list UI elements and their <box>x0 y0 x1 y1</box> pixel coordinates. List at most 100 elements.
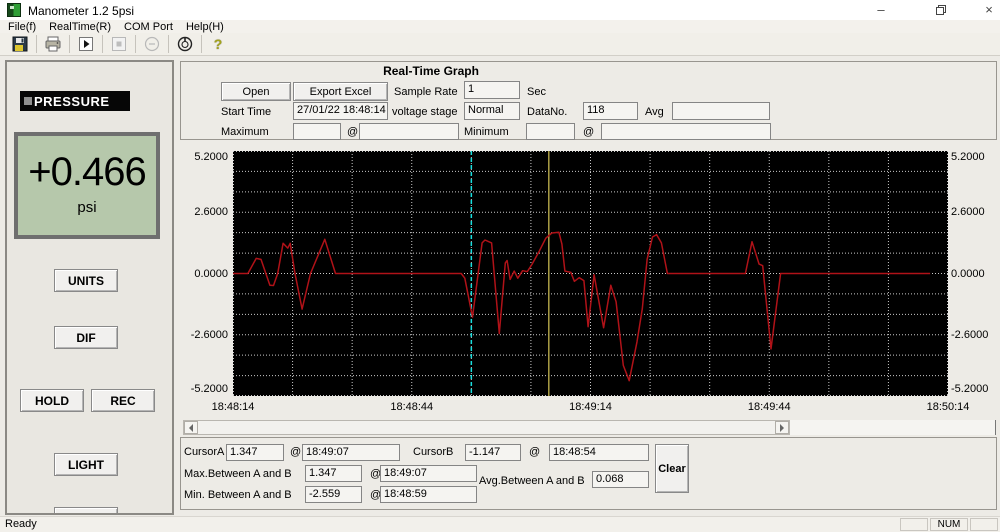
hold-button[interactable]: HOLD <box>20 389 84 412</box>
start-time-label: Start Time <box>221 106 272 118</box>
graph-panel-title: Real-Time Graph <box>383 64 479 78</box>
y-tick-label: -5.2000 <box>951 383 989 395</box>
open-button[interactable]: Open <box>221 82 291 101</box>
toolbar-separator <box>102 35 103 53</box>
min-between-at-label: @ <box>370 489 382 501</box>
max-between-label: Max.Between A and B <box>184 468 292 480</box>
max-between-at-label: @ <box>370 468 382 480</box>
play-icon <box>79 37 93 51</box>
toolbar-print-button[interactable] <box>40 34 66 54</box>
led-square-icon <box>24 97 32 105</box>
min-between-label: Min. Between A and B <box>184 489 292 501</box>
scroll-right-button[interactable] <box>775 421 789 434</box>
maximum-label: Maximum <box>221 126 269 138</box>
toolbar-play-button[interactable] <box>73 34 99 54</box>
status-text: Ready <box>5 518 37 530</box>
min-between-value-field[interactable]: -2.559 <box>305 486 362 503</box>
menu-com-port[interactable]: COM Port <box>124 20 173 33</box>
light-button[interactable]: LIGHT <box>54 453 118 476</box>
voltage-stage-field[interactable]: Normal <box>464 102 520 120</box>
max-between-value-field[interactable]: 1.347 <box>305 465 362 482</box>
x-tick-label: 18:49:14 <box>569 401 612 413</box>
avg-between-value-field[interactable]: 0.068 <box>592 471 649 488</box>
sample-rate-field[interactable]: 1 <box>464 81 520 99</box>
y-tick-label: 2.6000 <box>951 206 985 219</box>
y-axis-labels-right: 5.2000 2.6000 0.0000 -2.6000 -5.2000 <box>951 151 1000 396</box>
stop-icon <box>112 37 126 51</box>
voltage-stage-label: voltage stage <box>392 106 458 118</box>
toolbar-separator <box>69 35 70 53</box>
maximum-value-field[interactable] <box>293 123 341 140</box>
y-tick-label: 0.0000 <box>951 267 985 280</box>
toolbar-separator <box>135 35 136 53</box>
power-icon <box>177 36 193 52</box>
cursor-b-value-field[interactable]: -1.147 <box>465 444 521 461</box>
menu-help[interactable]: Help(H) <box>185 20 224 33</box>
pressure-label: PRESSURE <box>34 93 110 109</box>
toolbar-stop-button[interactable] <box>106 34 132 54</box>
sample-rate-unit-label: Sec <box>527 86 546 98</box>
remove-icon <box>144 36 160 52</box>
y-tick-label: 5.2000 <box>194 151 228 163</box>
minimum-value-field[interactable] <box>526 123 575 140</box>
x-tick-label: 18:48:44 <box>390 401 434 413</box>
data-no-label: DataNo. <box>527 106 568 118</box>
clear-button[interactable]: Clear <box>655 444 689 493</box>
scroll-left-button[interactable] <box>184 421 198 434</box>
status-cell-empty <box>900 518 928 531</box>
toolbar-power-button[interactable] <box>172 34 198 54</box>
scrollbar-extension <box>790 420 996 435</box>
menu-realtime[interactable]: RealTime(R) <box>49 20 112 33</box>
data-no-field[interactable]: 118 <box>583 102 638 120</box>
cursor-b-at-label: @ <box>529 446 541 458</box>
start-time-field[interactable]: 27/01/22 18:48:14 <box>293 102 388 120</box>
app-icon <box>7 3 21 17</box>
units-button[interactable]: UNITS <box>54 269 118 292</box>
y-tick-label: 5.2000 <box>951 151 985 163</box>
zero-button[interactable]: ZERO <box>54 507 118 513</box>
max-between-time-field[interactable]: 18:49:07 <box>380 465 477 482</box>
minimum-time-field[interactable] <box>601 123 771 140</box>
menubar: File(f) RealTime(R) COM Port Help(H) <box>0 20 1000 33</box>
print-icon <box>45 36 61 52</box>
minimum-at-label: @ <box>583 126 595 138</box>
toolbar-save-button[interactable] <box>7 34 33 54</box>
maximum-at-label: @ <box>347 126 359 138</box>
x-tick-label: 18:50:14 <box>926 401 970 413</box>
status-cell-empty <box>970 518 998 531</box>
plot-area[interactable] <box>233 151 948 396</box>
sample-rate-label: Sample Rate <box>394 86 458 98</box>
min-between-time-field[interactable]: 18:48:59 <box>380 486 477 503</box>
cursor-a-value-field[interactable]: 1.347 <box>226 444 284 461</box>
rec-button[interactable]: REC <box>91 389 155 412</box>
graph-scrollbar[interactable] <box>183 420 790 435</box>
toolbar-help-button[interactable]: ? <box>205 34 231 54</box>
maximum-time-field[interactable] <box>359 123 459 140</box>
menu-file[interactable]: File(f) <box>8 20 37 33</box>
lcd-display: +0.466 psi <box>14 132 160 239</box>
pressure-value: +0.466 <box>28 150 146 194</box>
save-icon <box>12 36 28 52</box>
window-title: Manometer 1.2 5psi <box>28 4 135 18</box>
toolbar-separator <box>168 35 169 53</box>
minimum-label: Minimum <box>464 126 509 138</box>
toolbar-separator <box>201 35 202 53</box>
x-axis-labels: 18:48:14 18:48:44 18:49:14 18:49:44 18:50:14 <box>212 401 970 415</box>
toolbar-remove-button[interactable] <box>139 34 165 54</box>
pressure-sidebar: PRESSURE +0.466 psi UNITS DIF HOLD REC L… <box>5 60 174 515</box>
close-button[interactable]: × <box>985 2 993 17</box>
restore-button[interactable] <box>924 0 958 20</box>
toolbar: ? <box>0 33 1000 56</box>
export-excel-button[interactable]: Export Excel <box>293 82 388 101</box>
y-tick-label: -2.6000 <box>951 328 989 341</box>
cursor-a-label: CursorA <box>184 446 225 458</box>
cursor-a-time-field[interactable]: 18:49:07 <box>302 444 400 461</box>
y-axis-labels-left: 5.2000 2.6000 0.0000 -2.6000 -5.2000 <box>180 151 230 396</box>
dif-button[interactable]: DIF <box>54 326 118 349</box>
cursor-b-time-field[interactable]: 18:48:54 <box>549 444 649 461</box>
x-tick-label: 18:48:14 <box>211 401 255 413</box>
minimize-button[interactable]: – <box>877 2 885 17</box>
avg-field[interactable] <box>672 102 770 120</box>
realtime-chart <box>233 151 948 396</box>
